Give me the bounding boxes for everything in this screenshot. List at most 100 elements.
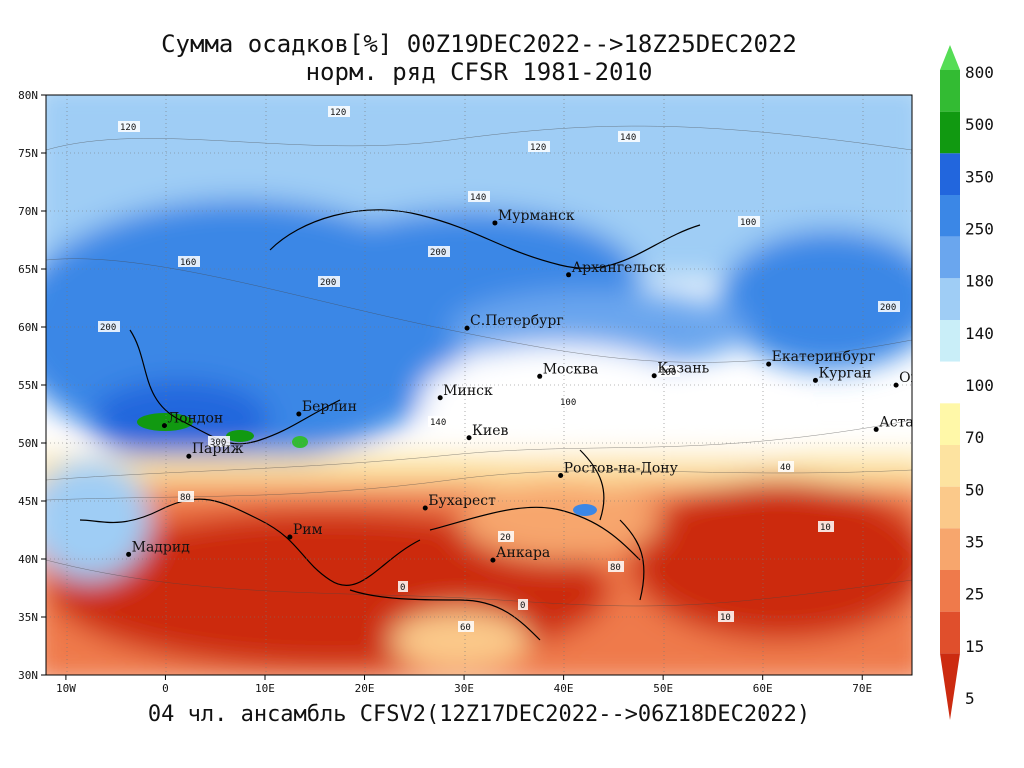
contour-label: 200 (880, 303, 896, 313)
longitude-axis: 10W 0 10E 20E 30E 40E 50E 60E 70E (56, 675, 872, 695)
city-marker (566, 272, 572, 278)
lon-tick-label: 30E (454, 682, 474, 695)
lat-tick-label: 70N (18, 205, 38, 218)
colorbar-segment (940, 361, 960, 404)
contour-label-bg (718, 611, 734, 622)
lat-tick-label: 35N (18, 611, 38, 624)
contour-label: 200 (320, 278, 336, 288)
contour-label-bg (318, 276, 340, 287)
contour-label-bg (818, 521, 834, 532)
contour-label-bg (468, 191, 490, 202)
city-label: С.Петербург (470, 313, 564, 329)
lat-tick-label: 60N (18, 321, 38, 334)
city-label: Мадрид (132, 539, 191, 555)
lon-tick-label: 10E (255, 682, 275, 695)
city-marker (651, 373, 657, 379)
city-label: Курган (818, 365, 871, 381)
contour-label: 100 (560, 398, 576, 408)
contour-label: 120 (330, 108, 346, 118)
contour-label: 10 (720, 613, 731, 623)
lon-tick-label: 50E (653, 682, 673, 695)
colorbar-segment (940, 278, 960, 320)
colorbar-segment (940, 486, 960, 529)
contour-label: 160 (180, 258, 196, 268)
lon-tick-label: 60E (753, 682, 773, 695)
colorbar: 800 500 350 250 180 140 100 70 50 35 25 15 5 (940, 45, 994, 720)
contour-label-bg (608, 561, 624, 572)
lat-tick-label: 55N (18, 379, 38, 392)
contour-label-bg (428, 416, 450, 427)
city-marker (161, 423, 167, 429)
colorbar-label: 500 (965, 115, 994, 134)
city-label: Рим (293, 522, 323, 538)
city-label: Москва (543, 361, 599, 377)
colorbar-segment (940, 528, 960, 570)
colorbar-segment (940, 570, 960, 612)
lat-tick-label: 50N (18, 437, 38, 450)
contour-label-bg (618, 131, 640, 142)
colorbar-segment (940, 70, 960, 112)
contour-label-bg (178, 256, 200, 267)
city-marker (490, 557, 496, 563)
city-marker (873, 426, 879, 432)
lat-tick-label: 30N (18, 669, 38, 682)
contour-label: 0 (520, 601, 525, 611)
latitude-axis: 80N 75N 70N 65N 60N 55N 50N 45N 40N 35N 30N (18, 89, 46, 682)
contour-label-bg (98, 321, 120, 332)
contour-label: 0 (400, 583, 405, 593)
contour-label: 100 (660, 368, 676, 378)
lat-tick-label: 40N (18, 553, 38, 566)
colorbar-segment (940, 236, 960, 279)
lat-tick-label: 75N (18, 147, 38, 160)
city-marker (296, 411, 302, 417)
contour-label-bg (528, 141, 550, 152)
colorbar-segment (940, 111, 960, 154)
contour-label: 200 (430, 248, 446, 258)
city-marker (558, 472, 564, 478)
colorbar-bottom-arrow (940, 653, 960, 720)
contour-label-bg (428, 246, 450, 257)
colorbar-label: 140 (965, 324, 994, 343)
lat-tick-label: 80N (18, 89, 38, 102)
colorbar-label: 5 (965, 689, 975, 708)
city-label: Астана (879, 414, 931, 430)
colorbar-segment (940, 611, 960, 654)
city-label: Лондон (167, 411, 223, 427)
lon-tick-label: 10W (56, 682, 76, 695)
city-label: Екатеринбург (772, 349, 876, 365)
contour-label: 20 (500, 533, 511, 543)
lat-tick-label: 65N (18, 263, 38, 276)
city-label: Архангельск (572, 260, 666, 276)
contour-label-bg (398, 581, 408, 592)
contour-label-bg (658, 366, 680, 377)
city-labels: Мурманск Архангельск С.Петербург Москва Каза… (126, 208, 938, 563)
city-marker (766, 361, 772, 367)
colorbar-segment (940, 445, 960, 487)
city-label: Минск (443, 383, 493, 399)
lon-tick-label: 20E (355, 682, 375, 695)
colorbar-label: 70 (965, 428, 984, 447)
city-label: Казань (657, 361, 709, 377)
city-label: Париж (192, 441, 244, 457)
colorbar-label: 250 (965, 220, 994, 239)
contour-label-bg (498, 531, 514, 542)
city-label: Бухарест (428, 493, 496, 509)
contour-label: 120 (530, 143, 546, 153)
city-label: Ростов-на-Дону (564, 460, 679, 476)
contour-label-bg (208, 436, 230, 447)
city-marker (287, 534, 293, 540)
contour-label-bg (518, 599, 528, 610)
contour-label: 140 (470, 193, 486, 203)
colorbar-label: 180 (965, 272, 994, 291)
contour-label: 60 (460, 623, 471, 633)
colorbar-label: 35 (965, 533, 984, 552)
colorbar-label: 15 (965, 637, 984, 656)
city-label: Омск (899, 370, 938, 386)
city-marker (537, 373, 543, 379)
colorbar-segment (940, 403, 960, 445)
colorbar-label: 350 (965, 167, 994, 186)
contour-label: 200 (100, 323, 116, 333)
contour-labels: 1201201401401602002002001001001008080602… (98, 106, 900, 633)
contour-label-bg (328, 106, 350, 117)
contour-label-bg (458, 621, 474, 632)
